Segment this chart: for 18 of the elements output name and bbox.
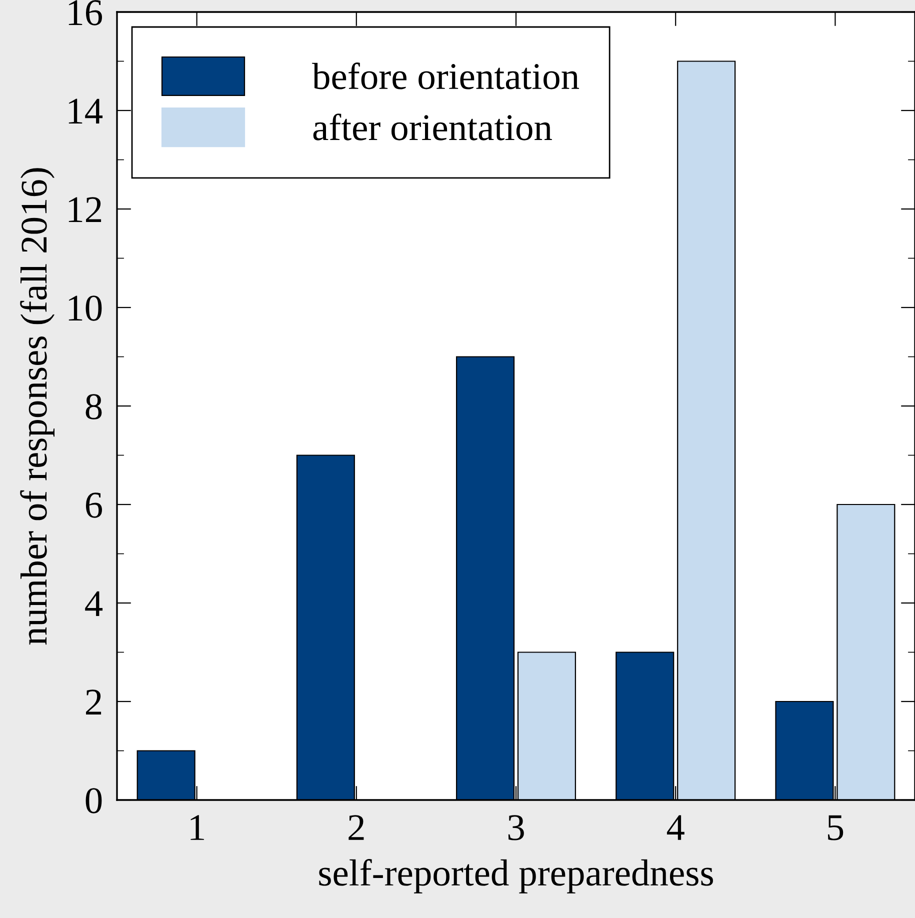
y-tick-label: 4: [85, 591, 103, 616]
x-tick-label: 2: [348, 815, 364, 840]
y-tick-label: 10: [68, 296, 102, 321]
y-tick-label: 2: [86, 690, 102, 715]
y-tick-label: 8: [86, 394, 102, 420]
y-tick-label: 12: [68, 197, 102, 222]
x-tick-label: 4: [666, 815, 684, 840]
legend-label: before orientation: [312, 62, 580, 90]
y-tick-label: 6: [86, 492, 102, 518]
y-tick-label: 0: [86, 788, 102, 814]
x-tick-label: 5: [828, 815, 844, 840]
y-axis-title: number of responses (fall 2016): [20, 168, 54, 645]
x-tick-label: 1: [190, 815, 204, 840]
y-tick-label: 16: [68, 0, 102, 26]
legend-label: after orientation: [313, 114, 552, 140]
x-axis-title: self-reported preparedness: [319, 859, 713, 894]
y-tick-label: 14: [68, 98, 103, 124]
x-tick-label: 3: [508, 815, 524, 840]
